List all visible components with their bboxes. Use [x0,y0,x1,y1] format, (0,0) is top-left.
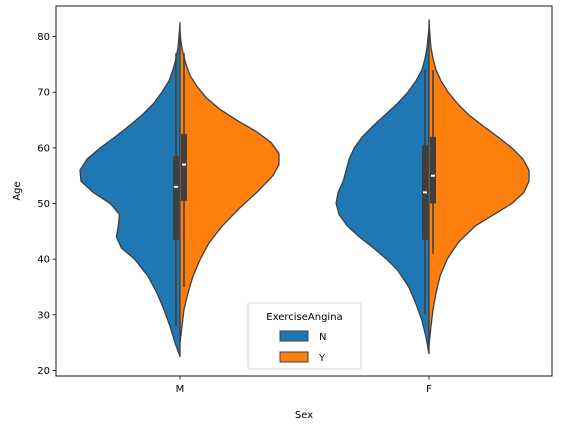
x-tick-label-f: F [426,384,432,395]
violins-layer [79,19,530,358]
violin-f-y [428,19,530,347]
legend: ExerciseAngina N Y [247,302,362,370]
violin-f-n [335,27,430,355]
violin-m-y [179,30,280,344]
legend-label-y: Y [318,353,326,364]
y-tick-label-40: 40 [37,255,50,266]
legend-swatch-n [279,330,309,342]
violin-m-n [79,22,181,358]
legend-swatch-y [279,351,309,363]
y-tick-label-50: 50 [37,199,50,210]
y-tick-label-60: 60 [37,143,50,154]
legend-title: ExerciseAngina [266,312,342,323]
y-axis-label: Age [12,181,23,200]
x-axis-label: Sex [295,410,313,421]
y-tick-label-20: 20 [37,366,50,377]
y-tick-label-80: 80 [37,32,50,43]
x-tick-label-m: M [176,384,185,395]
y-axis: 20 30 40 50 60 70 80 [37,32,56,377]
iqr-box-m-n [173,156,179,240]
plot-frame [55,5,553,377]
legend-label-n: N [319,332,326,343]
boxes-layer [173,53,436,326]
iqr-box-m-y [181,133,187,201]
y-tick-label-30: 30 [37,310,50,321]
y-tick-label-70: 70 [37,88,50,99]
iqr-box-f-y [430,136,436,204]
